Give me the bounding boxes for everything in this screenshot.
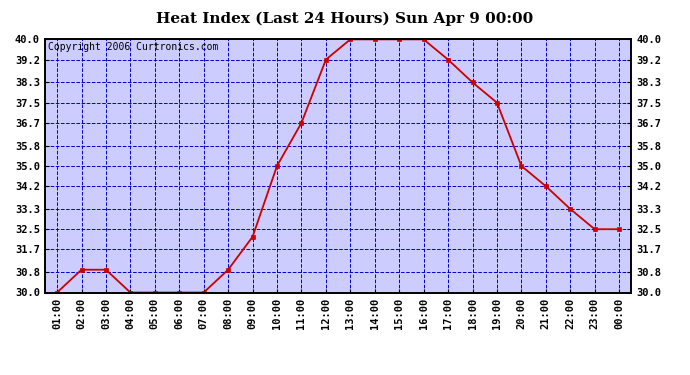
Text: Copyright 2006 Curtronics.com: Copyright 2006 Curtronics.com bbox=[48, 42, 218, 52]
Text: Heat Index (Last 24 Hours) Sun Apr 9 00:00: Heat Index (Last 24 Hours) Sun Apr 9 00:… bbox=[157, 11, 533, 26]
